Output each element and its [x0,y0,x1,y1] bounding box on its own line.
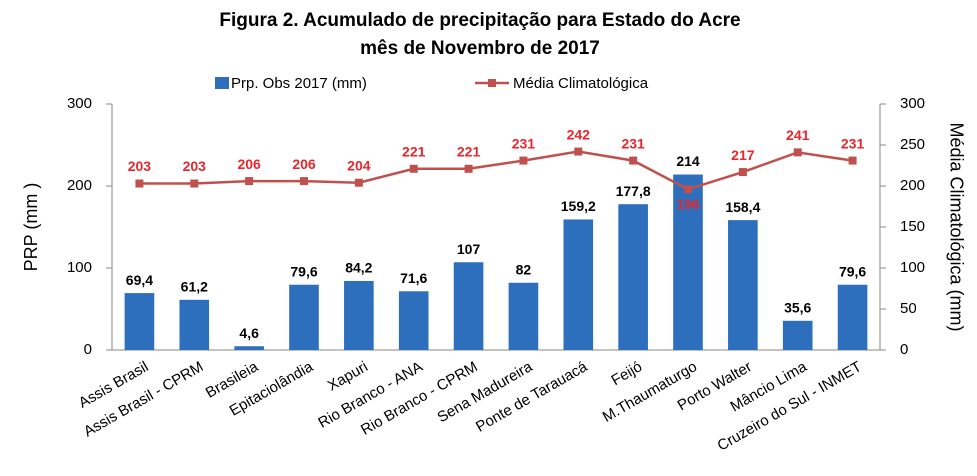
line-marker [354,178,363,187]
bar-value-label: 71,6 [400,270,427,286]
bar [673,174,703,350]
chart-title: mês de Novembro de 2017 [360,38,600,59]
y-tick-label: 200 [67,177,92,194]
bar-value-label: 69,4 [126,272,153,288]
bar-value-label: 61,2 [181,279,208,295]
y2-tick-label: 100 [900,259,925,276]
bar-value-label: 79,6 [290,263,317,279]
bar-value-label: 159,2 [561,198,596,214]
line-value-label: 206 [292,156,316,172]
y-tick-label: 0 [84,341,92,358]
bar-value-label: 177,8 [616,183,651,199]
bar [782,320,813,350]
line-value-label: 217 [731,147,755,163]
bar [453,262,484,350]
line-marker [848,156,857,165]
line-marker [135,179,144,188]
bar [618,204,648,350]
bar-value-label: 107 [457,241,481,257]
y2-tick-label: 0 [900,341,908,358]
bar [563,219,594,350]
line-value-label: 221 [402,143,426,159]
line-marker [793,148,802,157]
legend-label: Média Climatológica [513,75,649,92]
y2-tick-label: 150 [900,218,925,235]
line-marker [190,179,199,188]
line-marker [464,164,473,173]
line-value-label: 206 [237,156,261,172]
y2-axis-label: Média Climatológica (mm) [946,122,966,331]
line-value-label: 196 [676,196,700,212]
line-value-label: 231 [841,135,865,151]
bar-value-label: 214 [676,153,700,169]
line-value-label: 203 [183,158,207,174]
bar [728,220,758,350]
bar [124,293,155,350]
line-marker [738,168,747,177]
y-axis-label: PRP (mm ) [21,183,41,272]
bar-value-label: 79,6 [839,263,866,279]
y2-tick-label: 200 [900,177,925,194]
line-marker [409,164,418,173]
legend-swatch [488,79,496,87]
line-value-label: 221 [457,143,481,159]
line-value-label: 242 [567,126,591,142]
bar-value-label: 35,6 [784,300,811,316]
bar [398,291,429,350]
line-value-label: 231 [512,135,536,151]
line-marker [519,156,528,165]
line-marker [684,185,692,194]
line-marker [300,177,308,186]
y2-tick-label: 300 [900,95,925,112]
bar-value-label: 158,4 [725,199,760,215]
x-tick-label: M.Thaumaturgo [600,358,700,426]
y-tick-label: 300 [67,95,92,112]
bar [179,299,210,350]
line-marker [629,156,638,165]
chart-title: Figura 2. Acumulado de precipitação para… [219,10,740,31]
bar [344,280,374,350]
line-value-label: 241 [786,127,810,143]
line-value-label: 231 [621,135,645,151]
y-tick-label: 100 [67,259,92,276]
x-tick-label: Feijó [608,358,645,389]
bar [289,284,319,350]
bar-value-label: 4,6 [239,325,259,341]
line-value-label: 204 [347,157,371,173]
line-value-label: 203 [128,158,152,174]
line [139,150,853,191]
y2-tick-label: 250 [900,136,925,153]
legend-swatch [215,77,229,89]
bar [837,284,868,350]
bar [234,346,264,350]
bar [508,282,539,350]
legend-label: Prp. Obs 2017 (mm) [231,75,367,92]
y2-tick-label: 50 [900,300,917,317]
line-marker [245,177,254,186]
line-marker [574,147,583,156]
bar-value-label: 84,2 [345,260,372,276]
bar-value-label: 82 [516,261,532,277]
